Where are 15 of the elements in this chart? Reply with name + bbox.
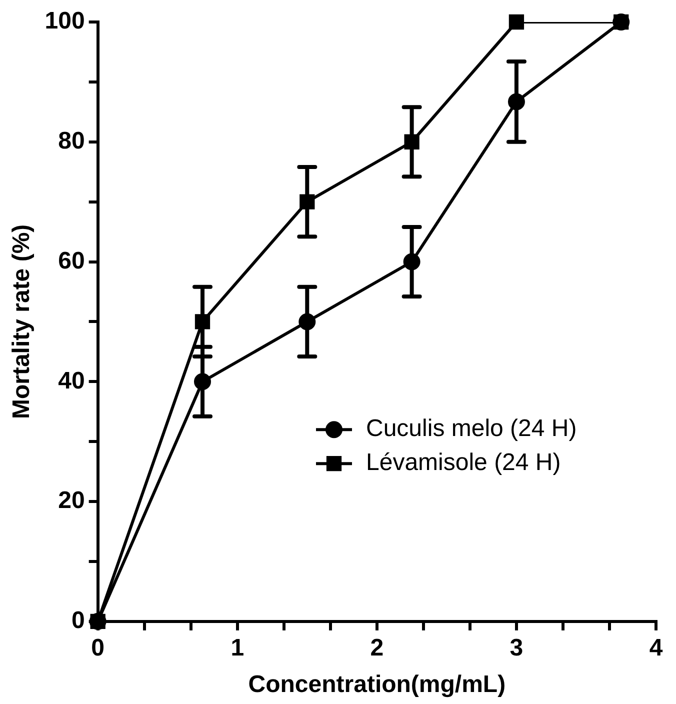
x-tick-label: 4 bbox=[649, 634, 664, 662]
legend-label: Lévamisole (24 H) bbox=[366, 449, 561, 476]
x-axis-title: Concentration(mg/mL) bbox=[248, 671, 506, 698]
y-tick-label: 40 bbox=[58, 367, 85, 394]
x-tick-label: 1 bbox=[230, 634, 244, 662]
y-tick-label: 60 bbox=[58, 247, 85, 274]
y-tick-label: 0 bbox=[71, 607, 85, 634]
x-tick-label: 2 bbox=[370, 634, 384, 662]
legend-label: Cuculis melo (24 H) bbox=[366, 415, 577, 442]
y-tick-label: 20 bbox=[58, 487, 85, 514]
x-tick-label: 0 bbox=[91, 634, 105, 662]
y-axis-title: Mortality rate (%) bbox=[8, 224, 36, 420]
y-tick-label: 80 bbox=[58, 128, 85, 155]
x-tick-label: 3 bbox=[510, 634, 524, 662]
y-tick-label: 100 bbox=[44, 8, 85, 35]
